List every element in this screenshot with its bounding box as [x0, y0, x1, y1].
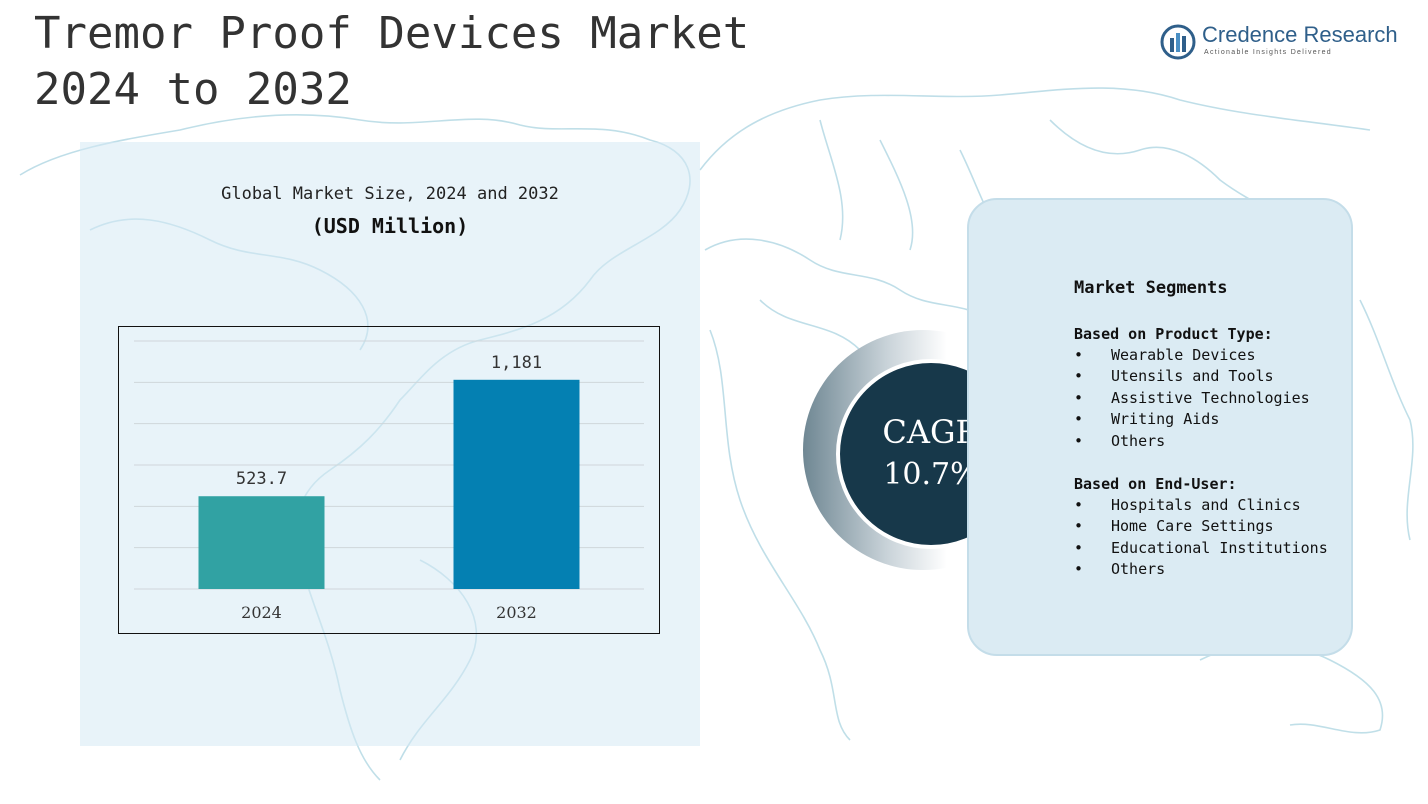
bar-2032 — [453, 379, 580, 589]
logo-name: Credence Research — [1202, 22, 1398, 47]
segments-content: Market Segments Based on Product Type: •… — [1074, 278, 1349, 603]
chart-panel: Global Market Size, 2024 and 2032 (USD M… — [80, 142, 700, 746]
segment-item: • Wearable Devices — [1074, 346, 1256, 364]
segments-heading: Market Segments — [1074, 278, 1228, 298]
segment-item: • Others — [1074, 560, 1166, 579]
segment-item-label: Home Care Settings — [1111, 517, 1274, 536]
segment-item: • Home Care Settings — [1074, 517, 1274, 536]
segment-item-label: Assistive Technologies — [1111, 388, 1310, 407]
segment-item: • Utensils and Tools — [1074, 367, 1274, 386]
segment-list: • Wearable Devices • Utensils and Tools • A… — [1074, 345, 1349, 452]
chart-frame — [118, 326, 660, 634]
x-tick-label-2032: 2032 — [496, 603, 537, 622]
cagr-value: 10.7% — [883, 457, 979, 492]
cagr-label: CAGR — [882, 413, 980, 451]
segment-item: • Hospitals and Clinics — [1074, 496, 1301, 515]
chart-unit: (USD Million) — [311, 214, 469, 238]
segment-item: • Educational Institutions — [1074, 538, 1328, 557]
x-tick-label-2024: 2024 — [241, 603, 282, 622]
title-line-1: Tremor Proof Devices Market — [34, 8, 750, 59]
bar-chart: 523.7 2024 1,181 2032 — [118, 326, 660, 634]
segment-item-label: Hospitals and Clinics — [1111, 496, 1301, 515]
page-title: Tremor Proof Devices Market 2024 to 2032 — [34, 6, 749, 118]
title-line-2: 2024 to 2032 — [34, 64, 352, 115]
segment-item-label: Utensils and Tools — [1111, 367, 1274, 386]
segment-item-label: Educational Institutions — [1111, 538, 1328, 557]
segment-group-title: Based on Product Type: — [1074, 325, 1273, 343]
segment-item: • Writing Aids — [1074, 410, 1220, 429]
segment-item: • Assistive Technologies — [1074, 388, 1310, 407]
bar-2024 — [198, 496, 325, 589]
segment-list: • Hospitals and Clinics • Home Care Settin… — [1074, 495, 1349, 581]
segment-item-label: Others — [1111, 560, 1166, 579]
segments-panel: Market Segments Based on Product Type: •… — [967, 198, 1353, 656]
brand-logo: Credence Research Actionable Insights De… — [1160, 22, 1398, 62]
segment-item: • Others — [1074, 431, 1166, 450]
segment-item-label: Wearable Devices — [1111, 346, 1256, 364]
segment-group-title: Based on End-User: — [1074, 475, 1237, 494]
data-label-2024: 523.7 — [236, 469, 287, 489]
logo-bars-icon — [1160, 24, 1196, 60]
logo-tagline: Actionable Insights Delivered — [1204, 49, 1332, 56]
segment-item-label: Writing Aids — [1111, 410, 1220, 429]
data-label-2032: 1,181 — [491, 353, 542, 373]
segment-item-label: Others — [1111, 431, 1166, 450]
chart-title: Global Market Size, 2024 and 2032 — [221, 184, 559, 204]
